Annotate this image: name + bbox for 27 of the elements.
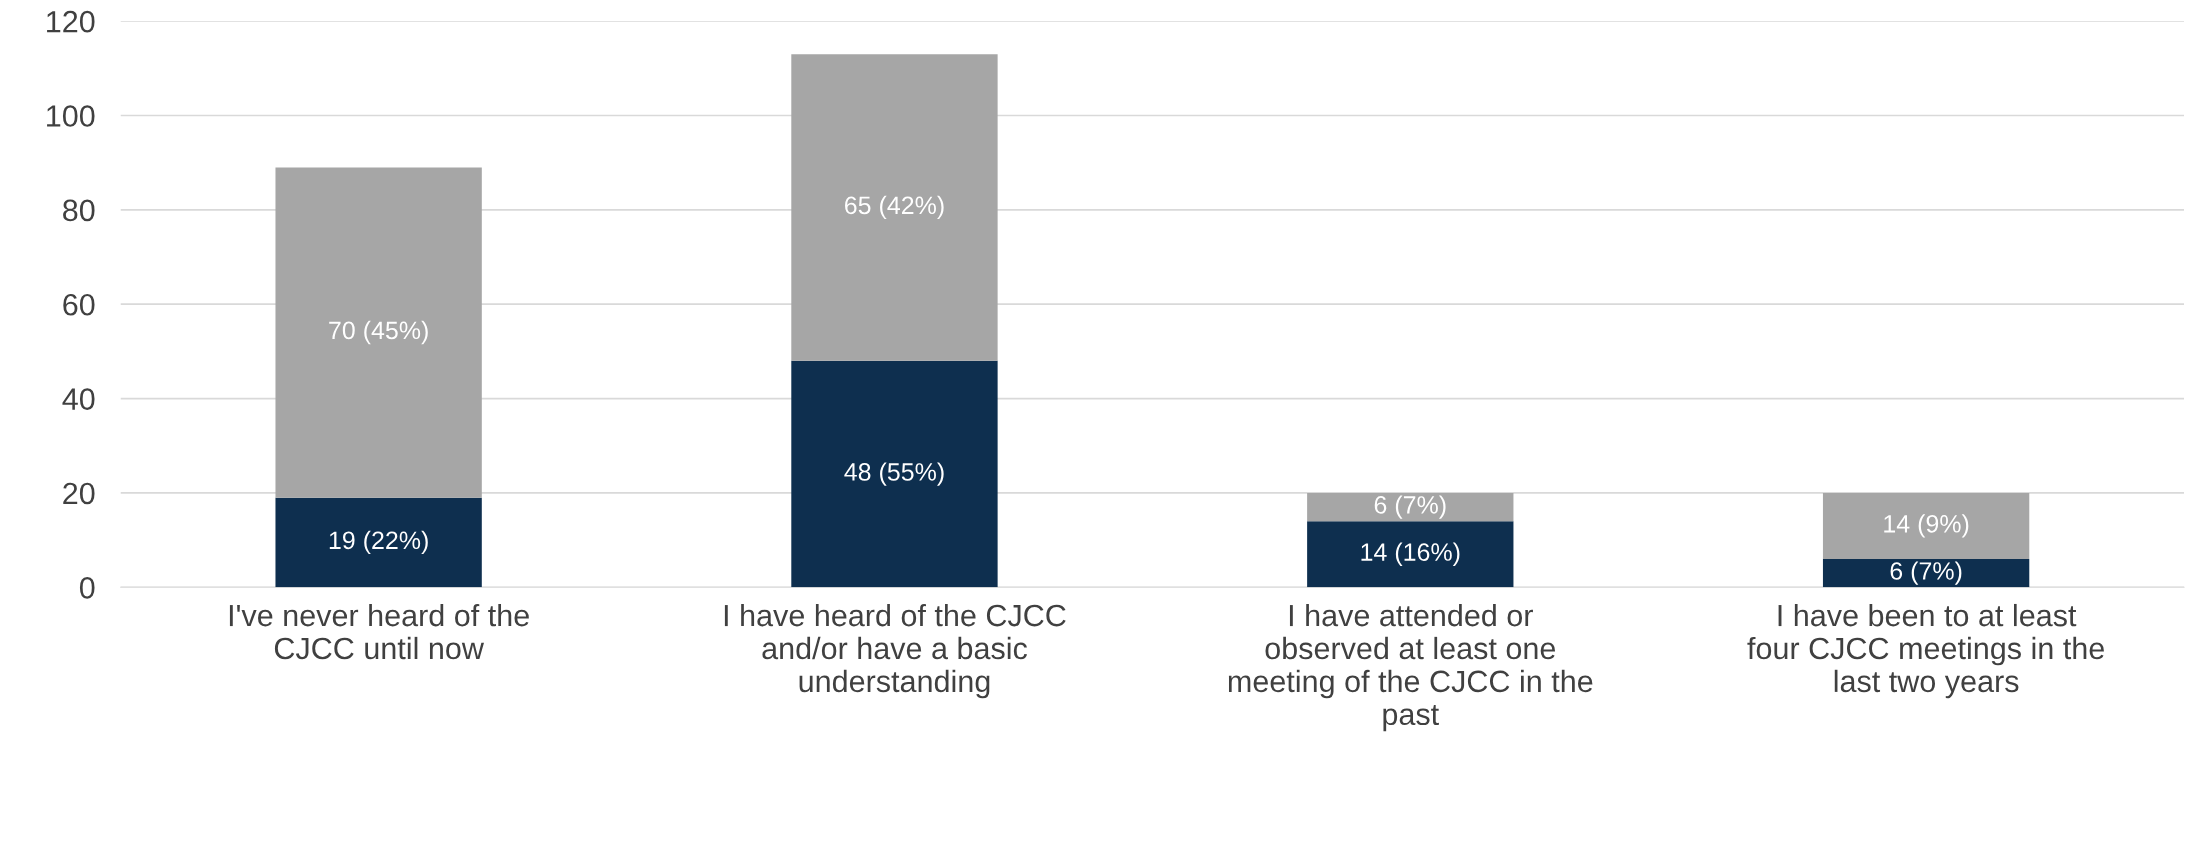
data-label: 70 (45%) [329, 320, 428, 345]
data-label: 19 (22%) [329, 530, 428, 555]
y-tick-label: 80 [63, 199, 95, 222]
bar [1307, 521, 1514, 588]
x-tick-label: I have been to at least four CJCC meetings in the last two years [1747, 603, 2104, 699]
bar [275, 497, 482, 588]
y-tick-label: 100 [47, 105, 95, 127]
bar [1822, 558, 2030, 588]
data-label: 14 (9%) [1884, 514, 1969, 538]
bar [791, 360, 998, 588]
x-tick-label: I've never heard of the CJCC until now [229, 603, 529, 660]
data-label: 65 (42%) [845, 195, 944, 220]
y-tick-label: 60 [63, 293, 95, 316]
bar [275, 167, 482, 498]
y-tick-label: 0 [79, 577, 95, 599]
data-label: 14 (16%) [1361, 542, 1460, 566]
x-tick-label: I have heard of the CJCC and/or have a basic understanding [724, 603, 1066, 699]
y-tick-label: 20 [63, 482, 95, 505]
data-label: 6 (7%) [1374, 495, 1446, 519]
data-label: 6 (7%) [1890, 561, 1962, 585]
bar [1822, 492, 2030, 559]
bar [791, 54, 998, 361]
y-tick-label: 40 [62, 388, 95, 410]
bar [1307, 492, 1514, 522]
x-tick-label: I have attended or observed at least one meeting of the CJCC in the past [1228, 603, 1593, 732]
data-label: 48 (55%) [844, 462, 944, 486]
y-tick-label: 120 [47, 10, 95, 33]
